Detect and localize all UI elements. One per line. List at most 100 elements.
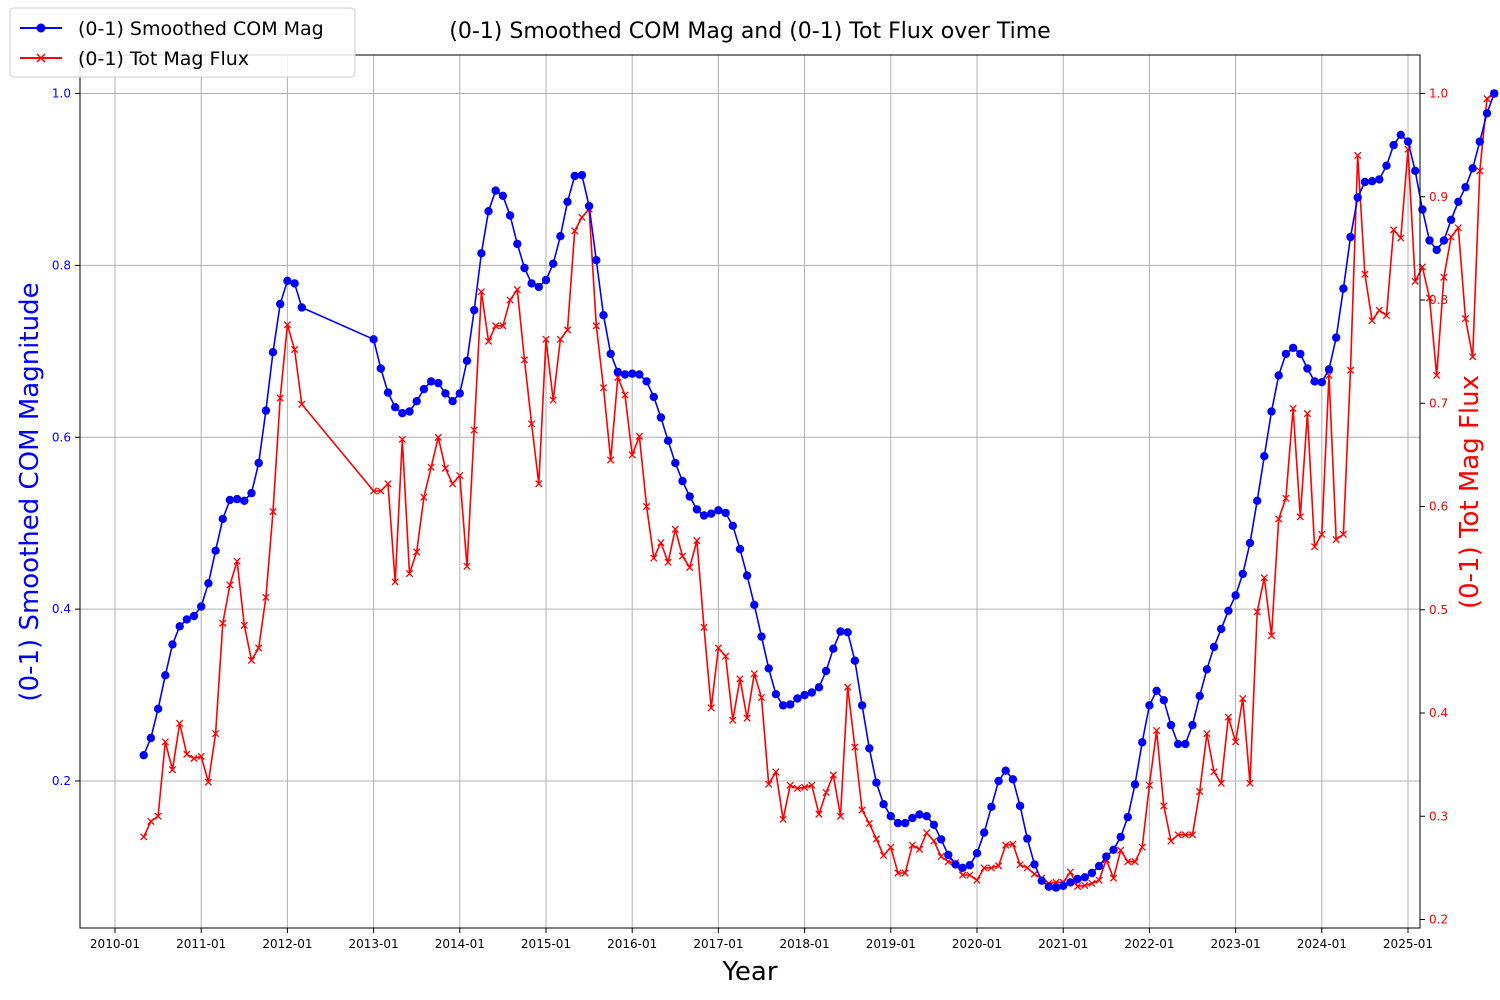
com-point-marker: [268, 348, 278, 357]
flux-point-marker: [743, 714, 751, 722]
com-point-marker: [893, 818, 903, 828]
com-point-marker: [1317, 378, 1327, 387]
flux-point-marker: [1152, 726, 1161, 735]
com-point-marker: [1059, 881, 1068, 890]
com-point-marker: [1382, 161, 1391, 170]
flux-point-marker: [506, 296, 514, 304]
flux-point-marker: [1440, 273, 1448, 281]
x-tick-label: 2015-01: [521, 937, 571, 951]
flux-point-marker: [628, 451, 636, 459]
flux-point-marker: [994, 862, 1003, 870]
com-point-marker: [398, 409, 407, 418]
com-point-marker: [1260, 452, 1269, 461]
flux-point-marker: [1339, 530, 1348, 539]
com-point-marker: [1102, 852, 1111, 861]
flux-point-marker: [879, 851, 888, 860]
flux-point-marker: [1332, 535, 1340, 544]
flux-point-marker: [678, 552, 687, 560]
y-left-tick-label: 0.2: [52, 774, 71, 788]
flux-point-marker: [700, 623, 708, 631]
flux-point-marker: [405, 569, 414, 578]
com-point-marker: [800, 690, 809, 700]
flux-point-marker: [484, 337, 493, 345]
flux-point-marker: [1346, 366, 1355, 374]
com-point-marker: [886, 812, 895, 821]
com-point-marker: [1109, 845, 1118, 854]
flux-point-marker: [183, 750, 191, 758]
flux-point-marker: [800, 783, 809, 791]
flux-point-marker: [204, 778, 213, 786]
x-tick-label: 2017-01: [693, 937, 743, 951]
flux-point-marker: [815, 810, 823, 818]
com-point-marker: [498, 191, 508, 200]
flux-point-marker: [729, 716, 737, 724]
flux-point-marker: [987, 864, 996, 872]
flux-point-marker: [1361, 270, 1369, 278]
com-point-marker: [1217, 624, 1226, 634]
flux-point-marker: [549, 396, 557, 404]
com-point-marker: [1051, 883, 1061, 892]
com-point-marker: [786, 700, 795, 709]
flux-point-marker: [1425, 294, 1434, 302]
flux-point-marker: [908, 841, 917, 849]
com-point-marker: [1339, 284, 1348, 293]
com-point-marker: [915, 810, 924, 819]
com-point-marker: [879, 800, 888, 809]
legend-label-flux: (0-1) Tot Mag Flux: [78, 48, 249, 70]
com-point-marker: [1015, 801, 1025, 811]
com-point-marker: [1066, 878, 1075, 887]
com-point-marker: [577, 170, 587, 180]
x-tick-label: 2022-01: [1124, 937, 1174, 951]
com-point-marker: [505, 211, 515, 220]
com-point-marker: [240, 496, 249, 505]
y-left-tick-label: 0.4: [52, 602, 71, 616]
com-point-marker: [1030, 860, 1039, 869]
flux-point-marker: [1145, 781, 1154, 789]
flux-point-marker: [1397, 234, 1405, 242]
flux-point-marker: [1411, 277, 1419, 286]
com-point-marker: [146, 733, 156, 743]
flux-point-marker: [736, 675, 744, 683]
com-point-marker: [642, 377, 651, 386]
com-point-marker: [1073, 874, 1082, 884]
com-point-marker: [441, 389, 450, 398]
flux-point-marker: [391, 578, 399, 586]
flux-point-marker: [1375, 306, 1383, 314]
flux-point-marker: [958, 871, 967, 879]
flux-point-marker: [664, 558, 672, 566]
legend-box: [9, 7, 356, 78]
com-point-marker: [383, 388, 393, 397]
com-point-marker: [1288, 343, 1298, 353]
flux-point-marker: [765, 780, 773, 788]
com-point-marker: [369, 335, 378, 344]
com-point-marker: [1202, 665, 1212, 674]
com-point-marker: [405, 407, 414, 416]
com-point-marker: [549, 259, 558, 268]
legend: (0-1) Smoothed COM Mag (0-1) Tot Mag Flu…: [9, 7, 356, 78]
com-point-marker: [1353, 193, 1362, 202]
flux-point-marker: [822, 788, 830, 797]
flux-point-marker: [290, 345, 299, 354]
flux-point-marker: [1160, 802, 1168, 810]
flux-point-marker: [642, 502, 651, 511]
flux-point-marker: [1461, 314, 1470, 323]
com-point-marker: [520, 263, 529, 273]
flux-point-marker: [1354, 151, 1362, 160]
flux-point-marker: [657, 538, 665, 547]
com-point-marker: [1403, 137, 1413, 146]
com-point-marker: [1468, 164, 1477, 173]
flux-point-marker: [1447, 233, 1455, 241]
flux-point-marker: [1260, 574, 1268, 582]
flux-point-marker: [298, 400, 306, 408]
com-point-marker: [1439, 236, 1449, 245]
com-point-marker: [1152, 686, 1161, 695]
com-point-marker: [1209, 642, 1219, 652]
flux-point-marker: [175, 719, 184, 727]
com-point-marker: [1425, 236, 1434, 245]
com-point-marker: [556, 232, 565, 241]
flux-point-marker: [247, 656, 256, 665]
com-point-marker: [1138, 738, 1147, 747]
com-point-marker: [204, 579, 213, 588]
com-point-marker: [936, 835, 946, 844]
